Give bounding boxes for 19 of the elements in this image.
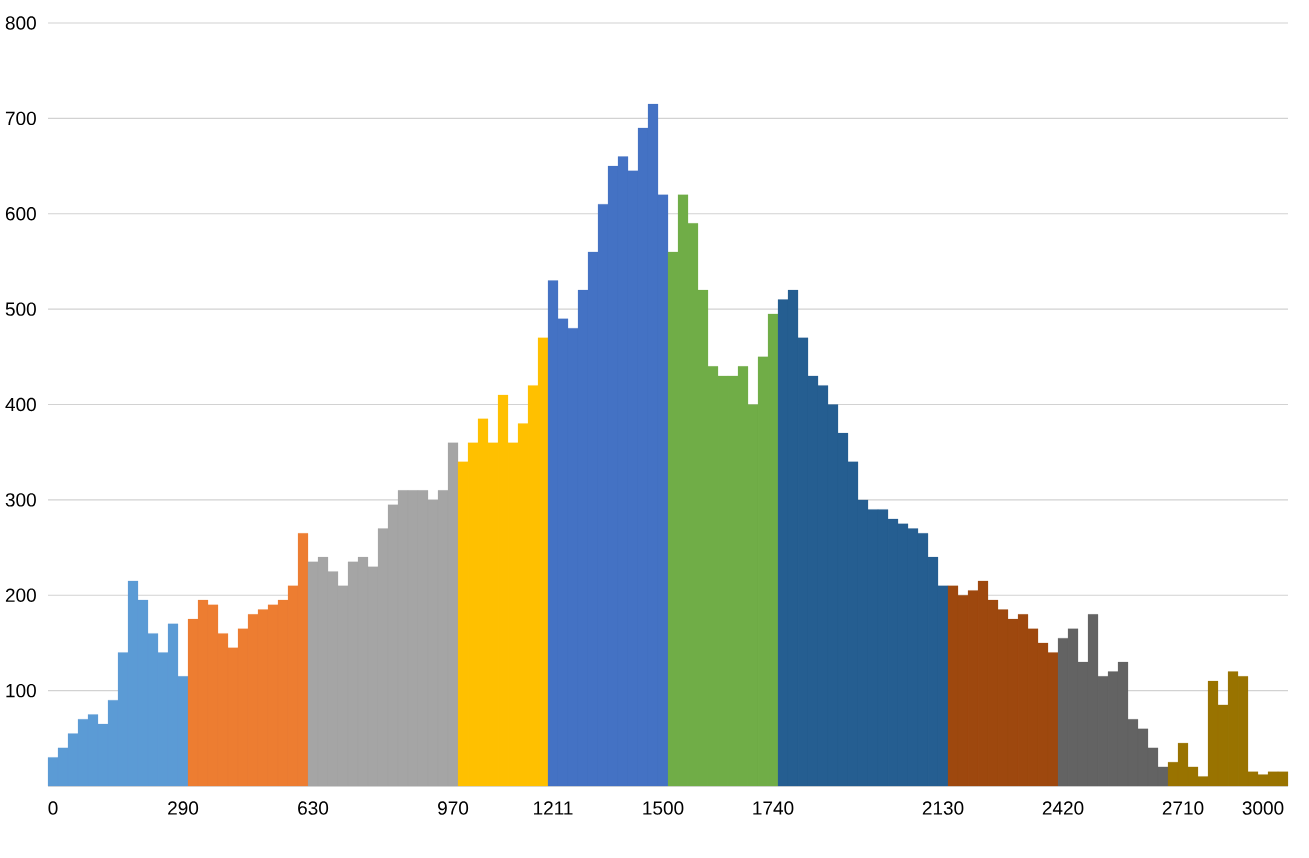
- x-tick-label: 630: [298, 801, 329, 815]
- y-tick-label: 200: [5, 588, 36, 602]
- x-tick-label: 0: [48, 801, 58, 815]
- x-tick-label: 970: [438, 801, 469, 815]
- y-tick-label: 700: [5, 111, 36, 126]
- x-tick-label: 2420: [1042, 801, 1084, 815]
- x-tick-label: 1740: [753, 801, 794, 815]
- x-tick-label: 3000: [1242, 801, 1284, 815]
- x-tick-label: 1500: [643, 801, 684, 815]
- x-tick-label: 2710: [1162, 801, 1204, 815]
- y-tick-label: 300: [5, 493, 36, 507]
- y-tick-label: 100: [6, 683, 36, 698]
- x-tick-label: 290: [168, 801, 199, 815]
- y-tick-label: 400: [5, 397, 36, 412]
- x-tick-label: 2130: [922, 801, 964, 815]
- y-tick-label: 600: [5, 207, 36, 221]
- x-tick-label: 1211: [534, 801, 573, 815]
- y-tick-label: 500: [5, 302, 36, 316]
- y-tick-label: 800: [5, 16, 36, 30]
